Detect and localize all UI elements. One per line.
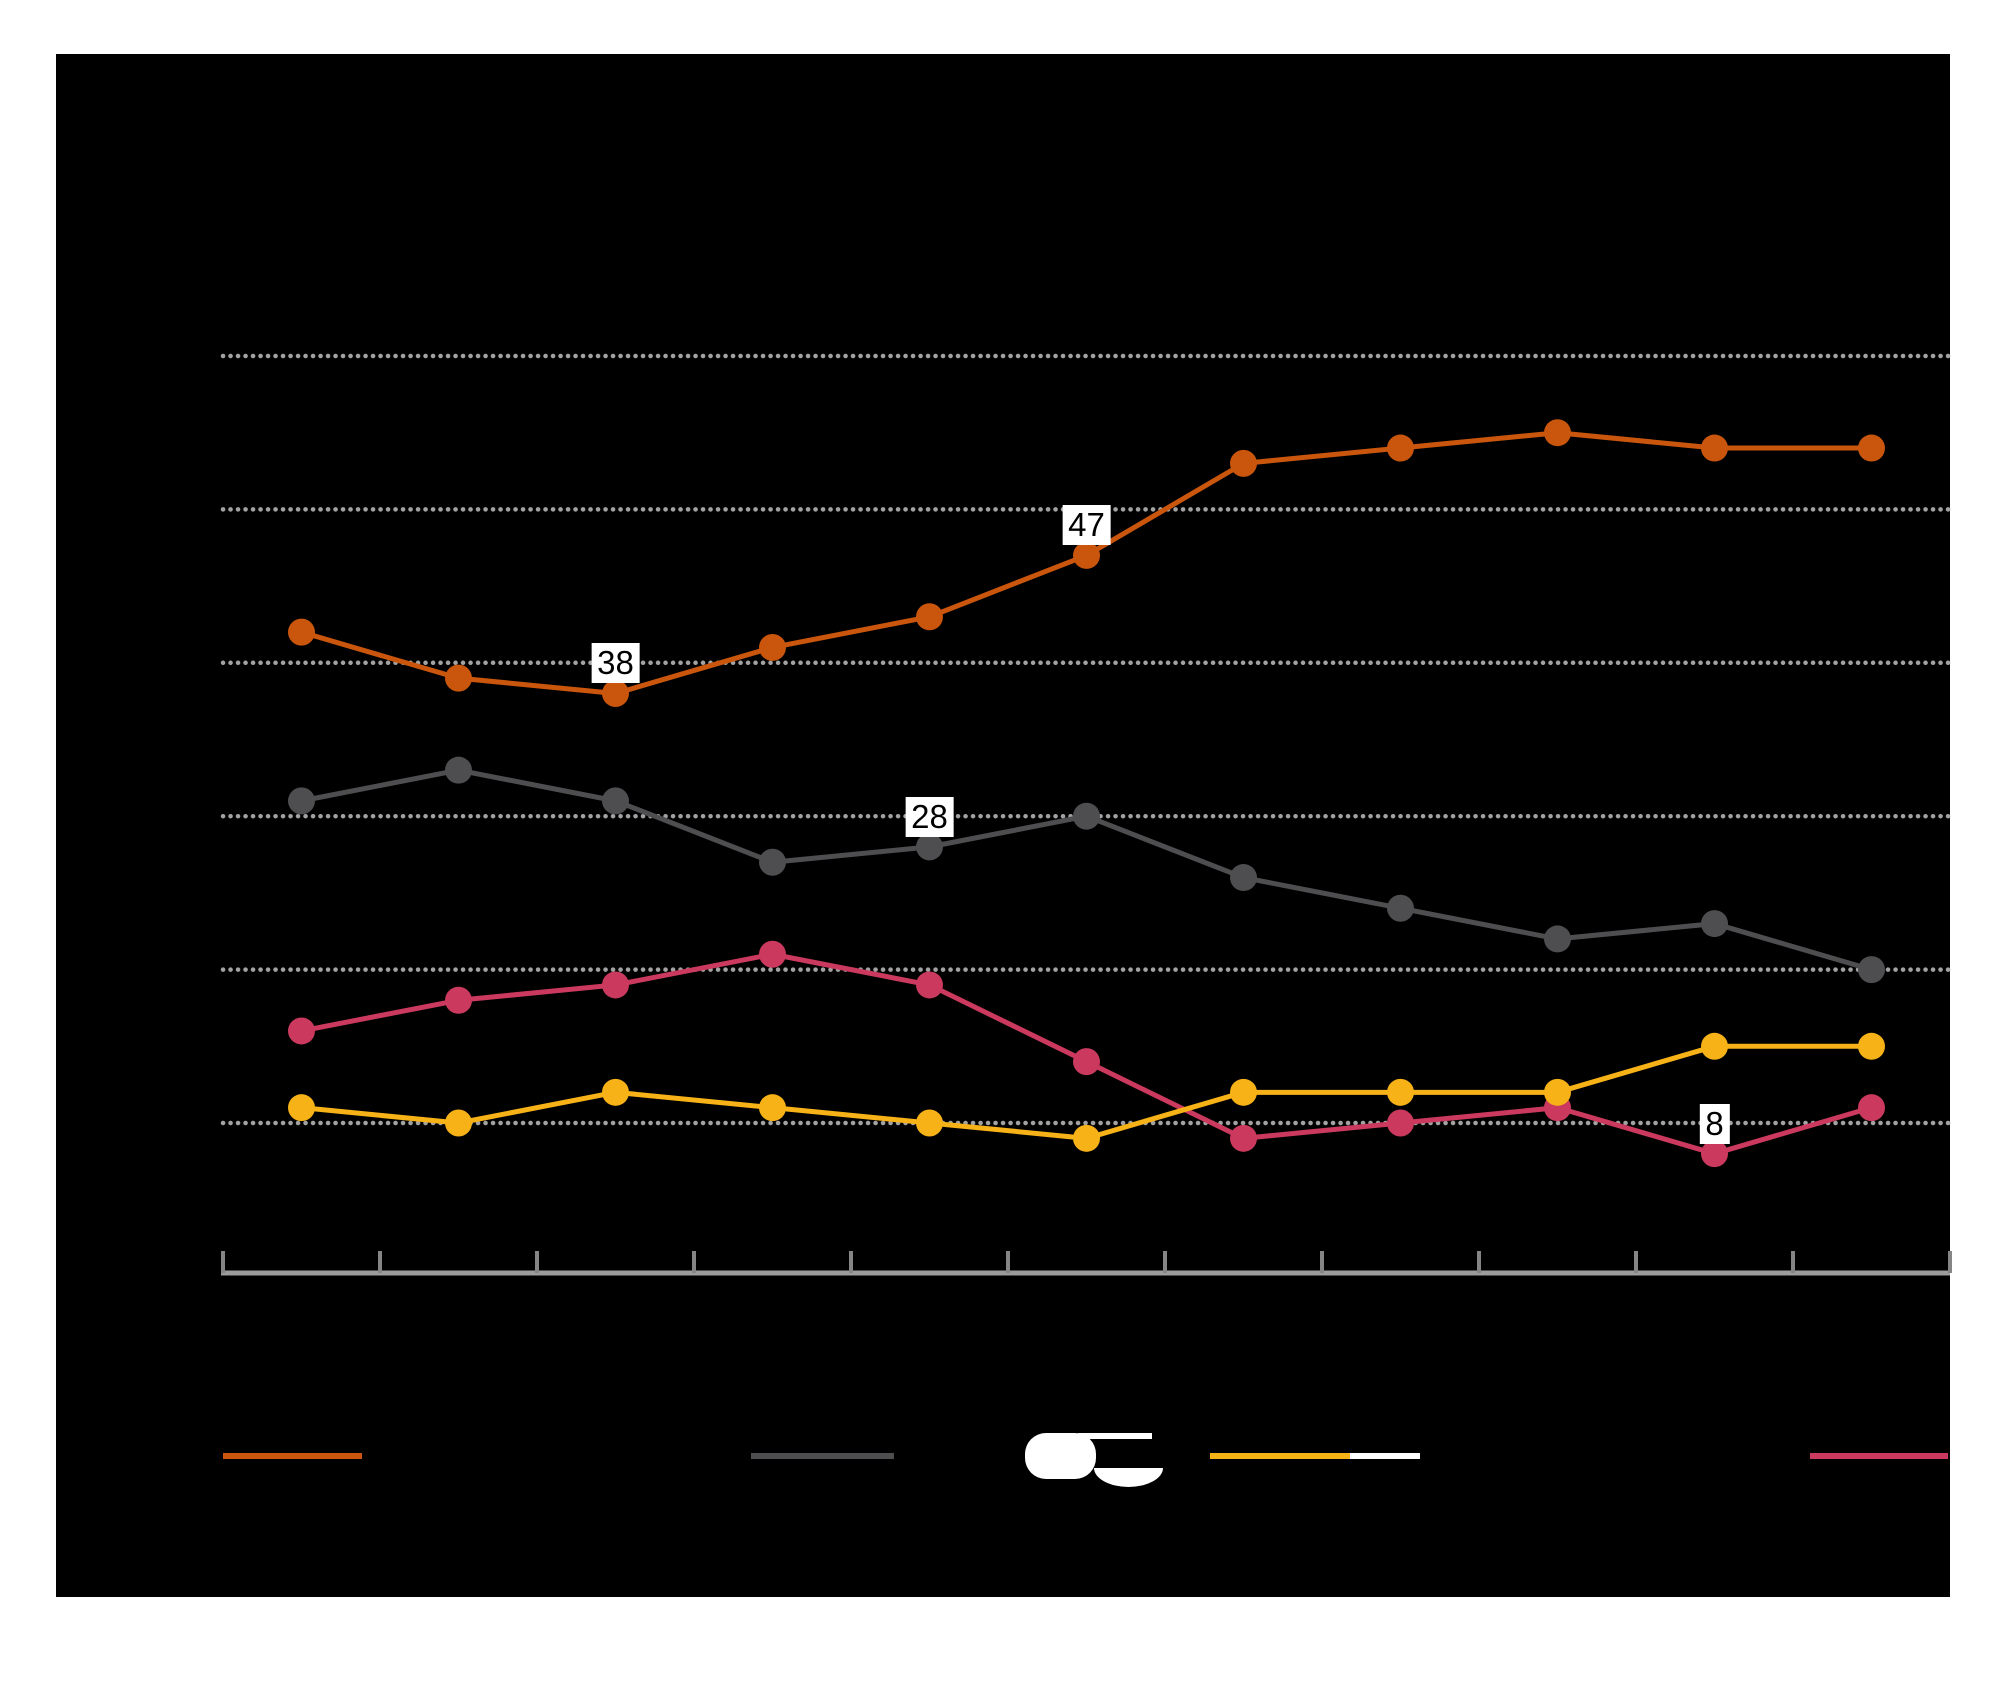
series-point-dark-gray — [1544, 925, 1571, 953]
series-point-yellow — [1858, 1032, 1885, 1060]
series-point-dark-gray — [916, 833, 943, 861]
series-point-pink — [288, 1017, 315, 1045]
series-point-yellow — [288, 1094, 315, 1122]
series-point-orange — [759, 633, 786, 661]
series-point-yellow — [1230, 1078, 1257, 1106]
series-point-pink — [916, 971, 943, 999]
series-point-orange — [1230, 449, 1257, 477]
series-point-dark-gray — [1073, 802, 1100, 830]
series-point-orange — [1858, 434, 1885, 462]
series-point-orange — [1544, 419, 1571, 447]
point-value-label: 38 — [591, 643, 640, 684]
series-point-yellow — [445, 1109, 472, 1137]
series-point-pink — [1387, 1109, 1414, 1137]
series-point-yellow — [1073, 1124, 1100, 1152]
series-point-orange — [288, 618, 315, 646]
series-point-pink — [1230, 1124, 1257, 1152]
series-point-dark-gray — [1387, 894, 1414, 922]
series-point-orange — [916, 603, 943, 631]
series-point-orange — [602, 679, 629, 707]
series-point-orange — [445, 664, 472, 692]
series-point-yellow — [602, 1078, 629, 1106]
legend-icon — [1078, 1433, 1152, 1439]
series-point-yellow — [1701, 1032, 1728, 1060]
series-point-dark-gray — [445, 756, 472, 784]
series-point-dark-gray — [1701, 910, 1728, 938]
series-point-yellow — [759, 1094, 786, 1122]
series-point-yellow — [1544, 1078, 1571, 1106]
series-point-dark-gray — [759, 848, 786, 876]
series-point-dark-gray — [1858, 956, 1885, 984]
legend-icon — [1094, 1468, 1163, 1487]
series-point-yellow — [1387, 1078, 1414, 1106]
series-point-pink — [1701, 1140, 1728, 1168]
series-point-pink — [445, 986, 472, 1014]
series-point-dark-gray — [602, 787, 629, 815]
series-point-pink — [759, 940, 786, 968]
series-point-dark-gray — [288, 787, 315, 815]
series-point-pink — [1073, 1048, 1100, 1076]
point-value-label: 28 — [905, 796, 954, 837]
point-value-label: 8 — [1699, 1103, 1730, 1144]
series-point-pink — [602, 971, 629, 999]
chart-card — [56, 54, 1950, 1597]
point-value-label: 47 — [1062, 505, 1111, 546]
series-point-orange — [1073, 541, 1100, 569]
legend-icon — [1025, 1433, 1096, 1479]
series-point-yellow — [916, 1109, 943, 1137]
series-point-orange — [1387, 434, 1414, 462]
series-point-orange — [1701, 434, 1728, 462]
series-line-dark-gray — [301, 767, 1873, 972]
series-point-pink — [1858, 1094, 1885, 1122]
series-point-dark-gray — [1230, 864, 1257, 892]
